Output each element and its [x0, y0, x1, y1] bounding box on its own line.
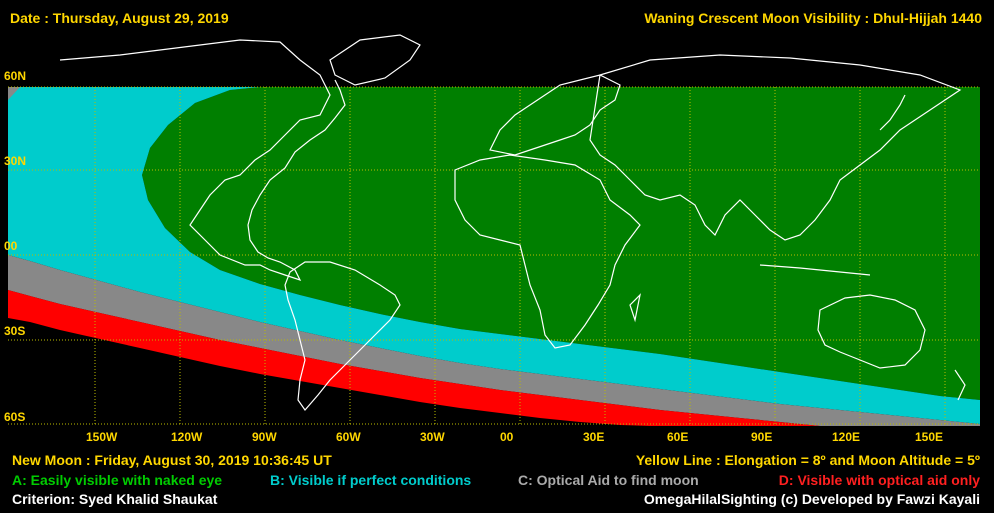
japan-coast [879, 94, 906, 131]
zone-d-region [8, 290, 820, 426]
south-america-coast [284, 261, 401, 411]
lon-label-150w: 150W [86, 430, 118, 444]
lon-label-60e: 60E [667, 430, 689, 444]
lon-label-60w: 60W [336, 430, 361, 444]
grid-lines [8, 86, 980, 426]
zone-a-green [112, 87, 980, 400]
zone-b-region [8, 87, 980, 424]
lat-label-00: 00 [4, 239, 18, 253]
madagascar-coast [629, 293, 641, 323]
zone-c-gray [8, 87, 20, 100]
date-label: Date : Thursday, August 29, 2019 [10, 10, 229, 26]
europe-coast [489, 74, 621, 156]
credit-label: OmegaHilalSighting (c) Developed by Fawz… [643, 491, 980, 507]
lon-label-90w: 90W [252, 430, 277, 444]
legend-b: B: Visible if perfect conditions [270, 472, 472, 488]
lon-label-120e: 120E [832, 430, 861, 444]
lat-label-60s: 60S [4, 410, 26, 424]
asia-coast [589, 54, 962, 241]
lon-label-90e: 90E [751, 430, 773, 444]
zone-a-region [112, 87, 980, 400]
map-title: Waning Crescent Moon Visibility : Dhul-H… [644, 10, 982, 26]
new-zealand-coast [954, 369, 966, 401]
criterion-label: Criterion: Syed Khalid Shaukat [12, 491, 218, 507]
lon-label-150e: 150E [915, 430, 944, 444]
legend-c: C: Optical Aid to find moon [518, 472, 699, 488]
lon-label-00: 00 [500, 430, 514, 444]
africa-coast [454, 154, 641, 349]
lat-label-60n: 60N [4, 69, 27, 83]
zone-c-region [8, 87, 980, 426]
lat-label-30n: 30N [4, 154, 27, 168]
lon-label-120w: 120W [171, 430, 203, 444]
legend-a: A: Easily visible with naked eye [12, 472, 223, 488]
new-moon-label: New Moon : Friday, August 30, 2019 10:36… [12, 452, 332, 468]
coastlines [59, 34, 966, 411]
lon-label-30e: 30E [583, 430, 605, 444]
yellow-line-label: Yellow Line : Elongation = 8º and Moon A… [635, 452, 980, 468]
australia-coast [817, 294, 926, 369]
lat-label-30s: 30S [4, 324, 26, 338]
zone-d-red [8, 290, 820, 426]
lon-label-30w: 30W [420, 430, 445, 444]
legend-d: D: Visible with optical aid only [778, 472, 980, 488]
zone-b-cyan [8, 87, 980, 424]
north-america-coast [59, 39, 346, 282]
indonesia-coast [759, 264, 871, 276]
greenland-coast [329, 34, 421, 86]
